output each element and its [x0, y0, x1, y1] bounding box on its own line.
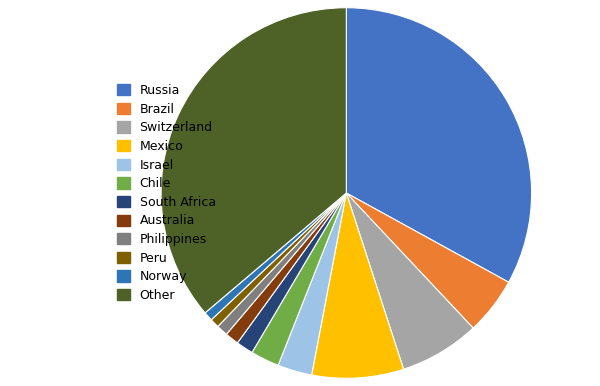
Wedge shape: [346, 193, 509, 328]
Wedge shape: [161, 8, 346, 313]
Wedge shape: [252, 193, 346, 365]
Wedge shape: [211, 193, 346, 327]
Wedge shape: [226, 193, 346, 343]
Wedge shape: [238, 193, 346, 352]
Wedge shape: [346, 8, 532, 282]
Wedge shape: [346, 193, 473, 369]
Legend: Russia, Brazil, Switzerland, Mexico, Israel, Chile, South Africa, Australia, Phi: Russia, Brazil, Switzerland, Mexico, Isr…: [117, 84, 216, 302]
Wedge shape: [278, 193, 346, 375]
Wedge shape: [311, 193, 404, 378]
Wedge shape: [205, 193, 346, 320]
Wedge shape: [218, 193, 346, 334]
